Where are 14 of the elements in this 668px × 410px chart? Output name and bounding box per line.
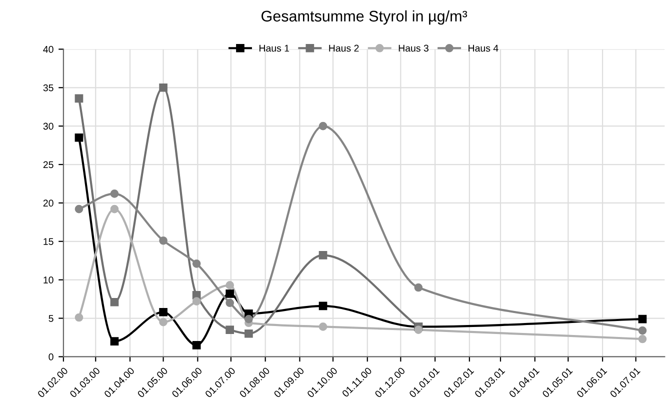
legend-label: Haus 3 [398,44,428,52]
y-tick-label: 35 [43,84,54,92]
y-tick-label: 20 [43,200,54,207]
y-tick-label: 5 [48,315,54,322]
y-tick-label: 25 [43,161,54,168]
legend-label: Haus 1 [260,44,290,52]
chart-title: Gesamtsumme Styrol in µg/m³ [262,10,468,25]
y-tick-label: 15 [44,238,54,246]
y-tick-label: 30 [43,122,54,130]
legend-label: Haus 2 [329,44,359,52]
legend-label: Haus 4 [468,44,498,52]
y-tick-label: 10 [44,276,54,284]
y-tick-label: 0 [48,353,54,360]
y-tick-label: 40 [43,46,54,53]
